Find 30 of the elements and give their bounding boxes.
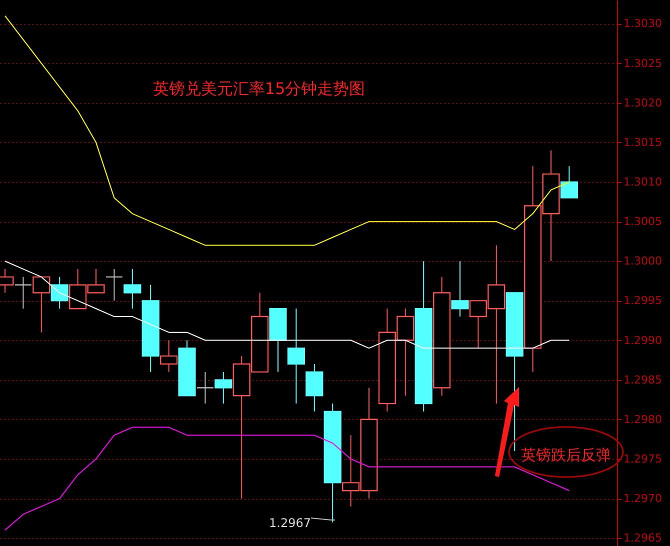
y-tick-label: 1.3000 <box>624 254 662 268</box>
candlestick <box>105 268 123 302</box>
candlestick <box>50 276 68 310</box>
line-series <box>4 260 570 349</box>
y-tick-label: 1.2980 <box>624 412 662 426</box>
y-tick-label: 1.2995 <box>624 294 662 308</box>
candlestick <box>160 340 178 372</box>
text: 英镑兑美元汇率15分钟走势图 <box>152 79 366 98</box>
y-tick-label: 1.2990 <box>624 334 662 347</box>
y-tick-label: 1.2970 <box>624 492 662 506</box>
candlestick <box>32 276 50 333</box>
candlestick <box>214 371 232 404</box>
candlestick <box>306 364 324 412</box>
annotation: 英镑跌后反弹 <box>521 446 611 464</box>
y-tick-label: 1.2985 <box>624 373 662 386</box>
y-tick-label: 1.3020 <box>624 96 662 110</box>
candlestick <box>560 166 578 198</box>
y-tick-label: 1.3015 <box>624 136 662 149</box>
y-tick-label: 1.3010 <box>624 176 662 188</box>
y-tick-label: 1.3005 <box>624 215 662 228</box>
candlestick <box>451 260 469 318</box>
y-tick-label: 1.3030 <box>624 17 662 30</box>
candlestick <box>287 308 305 404</box>
y-tick-label: 1.3025 <box>624 56 662 70</box>
candlestick <box>14 276 32 310</box>
candlestick <box>196 371 214 404</box>
candlestick <box>124 268 142 310</box>
y-tick-label: 1.2975 <box>624 452 662 466</box>
y-tick-label: 1.2965 <box>624 532 662 545</box>
annotation: 1.2967 <box>269 516 311 530</box>
